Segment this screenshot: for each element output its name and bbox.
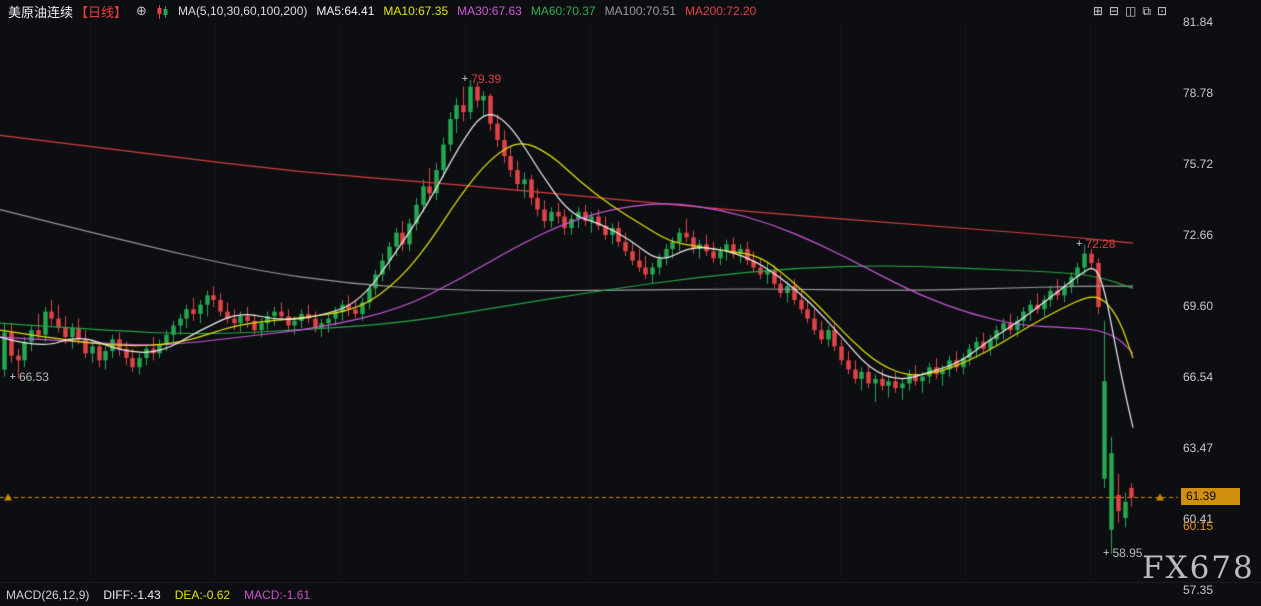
kline-style-icon[interactable] <box>156 5 169 19</box>
marker-label: 79.39 <box>471 71 502 86</box>
ma100-value: MA100:70.51 <box>604 4 676 18</box>
price-axis-label: 69.60 <box>1183 298 1214 313</box>
add-indicator-icon[interactable]: ⊕ <box>136 3 147 18</box>
marker-label: 72.28 <box>1085 236 1116 251</box>
macd-macd-value: MACD:-1.61 <box>244 588 311 602</box>
marker-label: 58.95 <box>1112 546 1143 561</box>
macd-settings-label[interactable]: MACD(26,12,9) <box>6 588 90 602</box>
fx678-watermark: FX678 <box>1142 550 1255 586</box>
cross-icon: + <box>1103 547 1110 560</box>
price-axis-label: 81.84 <box>1183 15 1214 29</box>
layout-multi-chart-icon[interactable]: ⧉ <box>1142 4 1151 18</box>
recent-low-marker: + 58.95 <box>1103 546 1142 561</box>
price-axis-label: 57.35 <box>1183 583 1214 598</box>
price-axis-label: 75.72 <box>1183 156 1214 171</box>
ma60-value: MA60:70.37 <box>530 4 596 18</box>
ma30-value: MA30:67.63 <box>457 4 522 18</box>
period-label[interactable]: 【日线】 <box>75 4 128 20</box>
price-axis-label: 63.47 <box>1183 441 1214 456</box>
layout-fullscreen-icon[interactable]: ⊡ <box>1156 4 1167 18</box>
cross-icon: + <box>461 72 469 85</box>
peak-high-marker: + 79.39 <box>462 72 501 87</box>
left-low-marker: + 66.53 <box>10 370 49 385</box>
marker-label: 66.53 <box>18 370 49 385</box>
secondary-price-label: 60.15 <box>1183 519 1214 534</box>
ma-settings-label[interactable]: MA(5,10,30,60,100,200) <box>177 4 308 18</box>
ma10-value: MA10:67.35 <box>383 4 449 18</box>
cross-icon: + <box>9 371 16 384</box>
swing-high-marker: + 72.28 <box>1076 237 1115 252</box>
cross-icon: + <box>1076 237 1083 250</box>
price-axis-label: 66.54 <box>1183 369 1214 384</box>
layout-split-vertical-icon[interactable]: ◫ <box>1125 4 1137 18</box>
price-axis-label: 72.66 <box>1183 227 1214 242</box>
macd-dea-value: DEA:-0.62 <box>174 588 231 602</box>
ma5-value: MA5:64.41 <box>316 4 375 18</box>
macd-diff-value: DIFF:-1.43 <box>103 588 161 602</box>
macd-panel-header: MACD(26,12,9) DIFF:-1.43 DEA:-0.62 MACD:… <box>6 588 310 602</box>
layout-split-horizontal-icon[interactable]: ⊟ <box>1108 4 1120 18</box>
price-axis-label: 60.41 <box>1183 512 1214 527</box>
window-controls: ⊞ ⊟ ◫ ⧉ ⊡ <box>1093 4 1167 18</box>
current-price-badge: 61.39 <box>1181 488 1240 506</box>
layout-grid-icon[interactable]: ⊞ <box>1092 4 1103 18</box>
price-axis-label: 78.78 <box>1183 85 1214 100</box>
symbol-title: 美原油连续 <box>8 4 74 20</box>
ma200-value: MA200:72.20 <box>684 4 757 18</box>
chart-header: 美原油连续 【日线】 ⊕ MA(5,10,30,60,100,200) MA5:… <box>0 0 1261 22</box>
